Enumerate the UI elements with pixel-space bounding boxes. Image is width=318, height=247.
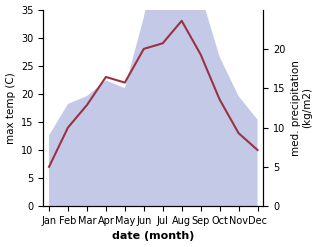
Y-axis label: med. precipitation
(kg/m2): med. precipitation (kg/m2) [291, 60, 313, 156]
X-axis label: date (month): date (month) [112, 231, 194, 242]
Y-axis label: max temp (C): max temp (C) [5, 72, 16, 144]
